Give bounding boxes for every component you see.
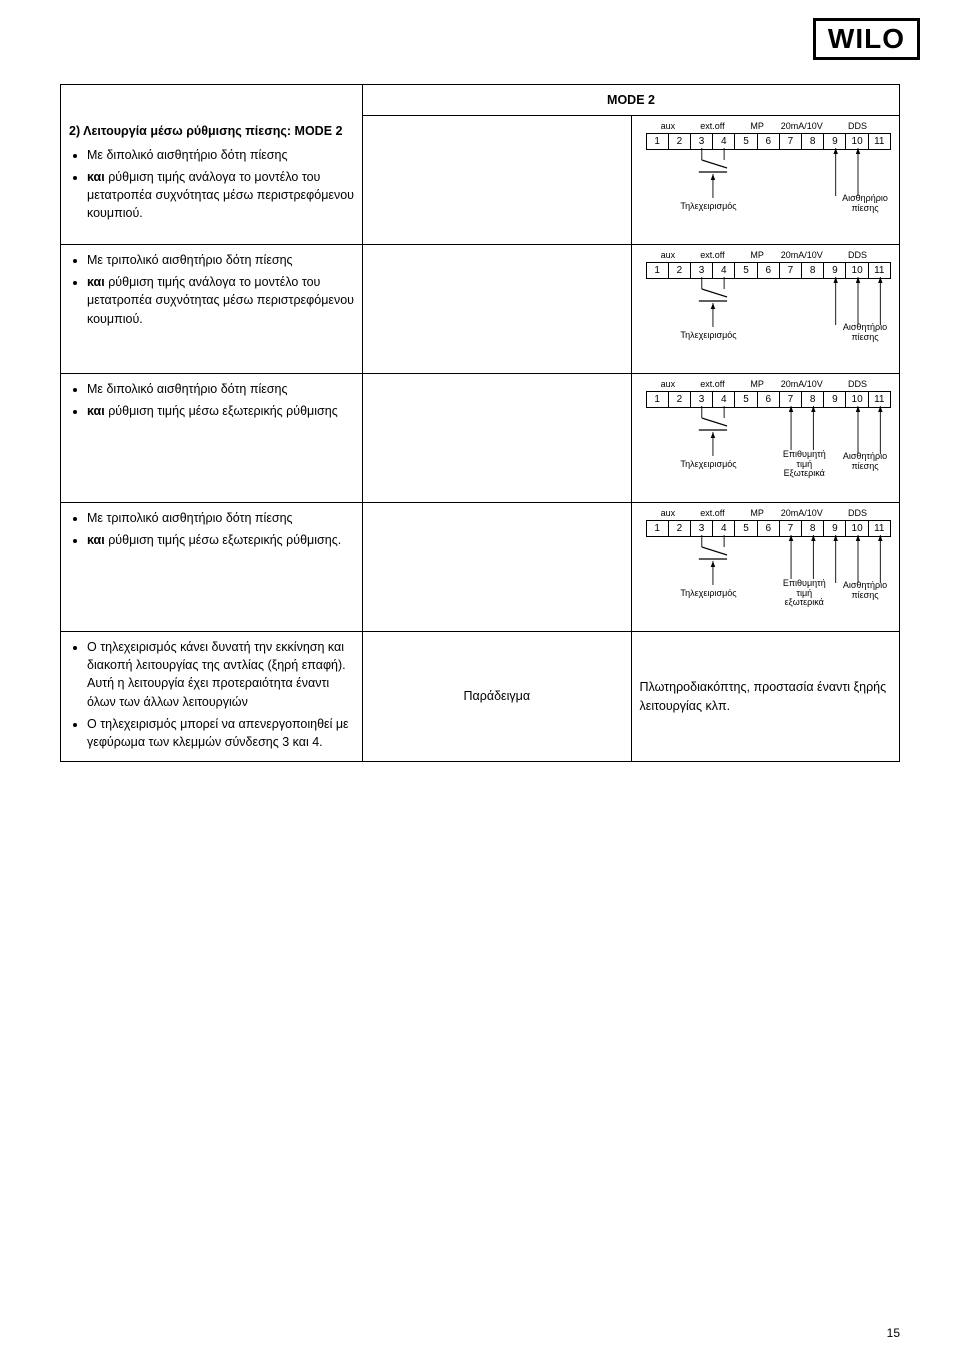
sensor-label: Αισθητήριο πίεσης bbox=[837, 452, 893, 471]
example-label: Παράδειγμα bbox=[363, 632, 631, 762]
terminal-diagram: auxext.offMP20mA/10VDDS1234567891011Τηλε… bbox=[636, 120, 895, 240]
external-setpoint-label: ΕπιθυμητήτιμήΕξωτερικά bbox=[777, 450, 831, 478]
terminal-diagram: auxext.offMP20mA/10VDDS1234567891011Τηλε… bbox=[636, 507, 895, 627]
example-text: Πλωτηροδιακόπτης, προστασία έναντι ξηρής… bbox=[631, 632, 899, 762]
remote-control-label: Τηλεχειρισμός bbox=[680, 460, 736, 469]
external-setpoint-label: Επιθυμητήτιμήεξωτερικά bbox=[777, 579, 831, 607]
list-item: Ο τηλεχειρισμός κάνει δυνατή την εκκίνησ… bbox=[87, 638, 354, 711]
remote-control-label: Τηλεχειρισμός bbox=[680, 331, 736, 340]
sensor-label: Αισθηρήριο πίεσης bbox=[837, 194, 893, 213]
row-heading: 2) Λειτουργία μέσω ρύθμισης πίεσης: MODE… bbox=[69, 122, 354, 140]
table-row: 2) Λειτουργία μέσω ρύθμισης πίεσης: MODE… bbox=[61, 116, 900, 245]
brand-logo: WILO bbox=[813, 18, 920, 60]
sensor-label: Αισθητήριο πίεσης bbox=[837, 323, 893, 342]
list-item: και ρύθμιση τιμής ανάλογα το μοντέλο του… bbox=[87, 273, 354, 327]
list-item: Με διπολικό αισθητήριο δότη πίεσης bbox=[87, 146, 354, 164]
list-item: Με τριπολικό αισθητήριο δότη πίεσης bbox=[87, 251, 354, 269]
terminal-diagram: auxext.offMP20mA/10VDDS1234567891011Τηλε… bbox=[636, 378, 895, 498]
table-row: Ο τηλεχειρισμός κάνει δυνατή την εκκίνησ… bbox=[61, 632, 900, 762]
remote-control-label: Τηλεχειρισμός bbox=[680, 589, 736, 598]
list-item: και ρύθμιση τιμής ανάλογα το μοντέλο του… bbox=[87, 168, 354, 222]
table-row: Με τριπολικό αισθητήριο δότη πίεσης και … bbox=[61, 245, 900, 374]
table-row: Με διπολικό αισθητήριο δότη πίεσης και ρ… bbox=[61, 374, 900, 503]
list-item: Με διπολικό αισθητήριο δότη πίεσης bbox=[87, 380, 354, 398]
header-row: MODE 2 bbox=[61, 85, 900, 116]
table-row: Με τριπολικό αισθητήριο δότη πίεσης και … bbox=[61, 503, 900, 632]
mode-header: MODE 2 bbox=[363, 85, 900, 116]
list-item: και ρύθμιση τιμής μέσω εξωτερικής ρύθμισ… bbox=[87, 531, 354, 549]
list-item: Με τριπολικό αισθητήριο δότη πίεσης bbox=[87, 509, 354, 527]
list-item: Ο τηλεχειρισμός μπορεί να απενεργοποιηθε… bbox=[87, 715, 354, 751]
page-number: 15 bbox=[887, 1326, 900, 1340]
terminal-diagram: auxext.offMP20mA/10VDDS1234567891011Τηλε… bbox=[636, 249, 895, 369]
sensor-label: Αισθητήριο πίεσης bbox=[837, 581, 893, 600]
remote-control-label: Τηλεχειρισμός bbox=[680, 202, 736, 211]
list-item: και ρύθμιση τιμής μέσω εξωτερικής ρύθμισ… bbox=[87, 402, 354, 420]
mode2-table: MODE 2 2) Λειτουργία μέσω ρύθμισης πίεση… bbox=[60, 84, 900, 762]
